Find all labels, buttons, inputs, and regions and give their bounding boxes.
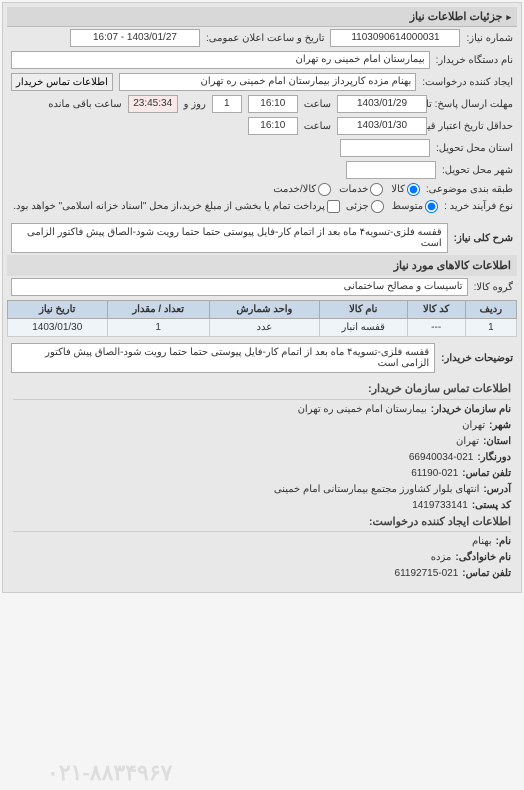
- radio-both[interactable]: کالا/خدمت: [273, 183, 331, 196]
- buy-type-radio-group: متوسط جزئی: [346, 200, 438, 213]
- chevron-icon: [506, 11, 511, 23]
- payment-checkbox[interactable]: پرداخت تمام یا بخشی از مبلغ خرید،از محل …: [13, 200, 340, 213]
- radio-small[interactable]: جزئی: [346, 200, 384, 213]
- name-label: نام:: [496, 534, 511, 550]
- contact-section-title: اطلاعات تماس سازمان خریدار:: [13, 381, 511, 400]
- contact-city-label: شهر:: [489, 418, 511, 434]
- org-name: بیمارستان امام خمینی ره تهران: [298, 402, 427, 418]
- buy-type-label: نوع فرآیند خرید :: [444, 201, 513, 212]
- subject-radio-group: کالا خدمات کالا/خدمت: [273, 183, 420, 196]
- col-unit: واحد شمارش: [209, 301, 319, 319]
- payment-note: پرداخت تمام یا بخشی از مبلغ خرید،از محل …: [13, 201, 325, 212]
- city-label: شهر محل تحویل:: [442, 165, 513, 176]
- buyer-contact-button[interactable]: اطلاعات تماس خریدار: [11, 73, 113, 91]
- table-row[interactable]: 1 --- قفسه انبار عدد 1 1403/01/30: [8, 319, 517, 337]
- postal: 1419733141: [412, 498, 468, 514]
- cell-row: 1: [465, 319, 516, 337]
- rphone: 61192715-021: [395, 566, 459, 582]
- cell-unit: عدد: [209, 319, 319, 337]
- watermark-text: ۰۲۱-۸۸۳۴۹۶۷: [47, 755, 173, 790]
- saat-label-1: ساعت: [304, 99, 331, 110]
- validity-label: حداقل تاریخ اعتبار قیمت: تا تاریخ:: [433, 121, 513, 132]
- name: بهنام: [472, 534, 492, 550]
- phone: 61190-021: [411, 466, 458, 482]
- address-label: آدرس:: [483, 482, 511, 498]
- requester-label: ایجاد کننده درخواست:: [422, 77, 513, 88]
- goods-desc-value: قفسه فلزی-تسویه۴ ماه بعد از اتمام کار-فا…: [11, 343, 435, 373]
- sharh-label: شرح کلی نیاز:: [454, 233, 513, 244]
- deadline-reply-label: مهلت ارسال پاسخ: تا تاریخ:: [433, 99, 513, 110]
- announce-label: تاریخ و ساعت اعلان عمومی:: [206, 33, 325, 44]
- cell-name: قفسه انبار: [319, 319, 407, 337]
- panel-title: جزئیات اطلاعات نیاز: [410, 10, 503, 23]
- buyer-unit-field: بیمارستان امام خمینی ره تهران: [11, 51, 430, 69]
- validity-time: 16:10: [248, 117, 298, 135]
- days-word: روز و: [184, 99, 206, 110]
- niaz-number-field: 1103090614000031: [330, 29, 460, 47]
- radio-kala[interactable]: کالا: [391, 183, 420, 196]
- deadline-reply-date: 1403/01/29: [337, 95, 427, 113]
- deadline-reply-time: 16:10: [248, 95, 298, 113]
- niaz-number-label: شماره نیاز:: [466, 33, 513, 44]
- address: انتهای بلوار کشاورز مجتمع بیمارستانی اما…: [274, 482, 479, 498]
- col-name: نام کالا: [319, 301, 407, 319]
- announce-field: 1403/01/27 - 16:07: [70, 29, 200, 47]
- panel-header: جزئیات اطلاعات نیاز: [7, 7, 517, 27]
- goods-section-title: اطلاعات کالاهای مورد نیاز: [7, 255, 517, 276]
- saat-label-2: ساعت: [304, 121, 331, 132]
- contact-city: تهران: [462, 418, 485, 434]
- contact-province-label: استان:: [483, 434, 511, 450]
- phone-label: تلفن تماس:: [462, 466, 511, 482]
- radio-khadamat[interactable]: خدمات: [339, 183, 383, 196]
- col-qty: تعداد / مقدار: [107, 301, 209, 319]
- col-date: تاریخ نیاز: [8, 301, 108, 319]
- radio-mid[interactable]: متوسط: [392, 200, 438, 213]
- cell-date: 1403/01/30: [8, 319, 108, 337]
- cell-code: ---: [407, 319, 465, 337]
- rphone-label: تلفن تماس:: [462, 566, 511, 582]
- city-field: [346, 161, 436, 179]
- requester-field: بهنام مزده کارپرداز بیمارستان امام خمینی…: [119, 73, 416, 91]
- postal-label: کد پستی:: [472, 498, 511, 514]
- province-field: [340, 139, 430, 157]
- goods-group-label: گروه کالا:: [474, 282, 513, 293]
- fax: 66940034-021: [409, 450, 474, 466]
- fax-label: دورنگار:: [477, 450, 511, 466]
- goods-group-field: تاسیسات و مصالح ساختمانی: [11, 278, 468, 296]
- sharh-value: قفسه فلزی-تسویه۴ ماه بعد از اتمام کار-فا…: [11, 223, 448, 253]
- days-remaining: 1: [212, 95, 242, 113]
- lname: مزده: [431, 550, 452, 566]
- countdown-field: 23:45:34: [128, 95, 178, 113]
- province-label: استان محل تحویل:: [436, 143, 513, 154]
- col-code: کد کالا: [407, 301, 465, 319]
- validity-date: 1403/01/30: [337, 117, 427, 135]
- col-row: ردیف: [465, 301, 516, 319]
- cell-qty: 1: [107, 319, 209, 337]
- buyer-unit-label: نام دستگاه خریدار:: [436, 55, 513, 66]
- group-label: طبقه بندی موضوعی:: [426, 184, 513, 195]
- contact-province: تهران: [456, 434, 479, 450]
- countdown-remain: ساعت باقی مانده: [48, 99, 121, 110]
- goods-table: ردیف کد کالا نام کالا واحد شمارش تعداد /…: [7, 300, 517, 337]
- goods-desc-label: توضیحات خریدار:: [441, 353, 513, 364]
- org-name-label: نام سازمان خریدار:: [431, 402, 511, 418]
- requester-section-title: اطلاعات ایجاد کننده درخواست:: [13, 514, 511, 533]
- lname-label: نام خانوادگی:: [455, 550, 511, 566]
